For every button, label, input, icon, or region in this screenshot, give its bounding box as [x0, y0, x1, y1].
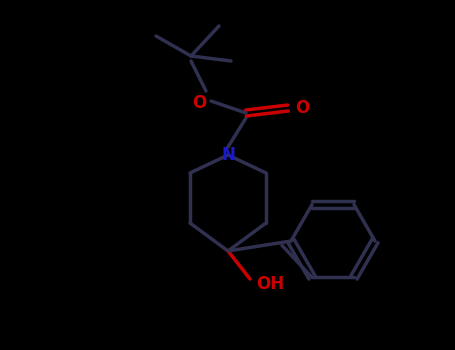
- Text: O: O: [192, 94, 206, 112]
- Text: N: N: [221, 146, 235, 164]
- Text: OH: OH: [256, 275, 284, 293]
- Text: O: O: [295, 99, 309, 117]
